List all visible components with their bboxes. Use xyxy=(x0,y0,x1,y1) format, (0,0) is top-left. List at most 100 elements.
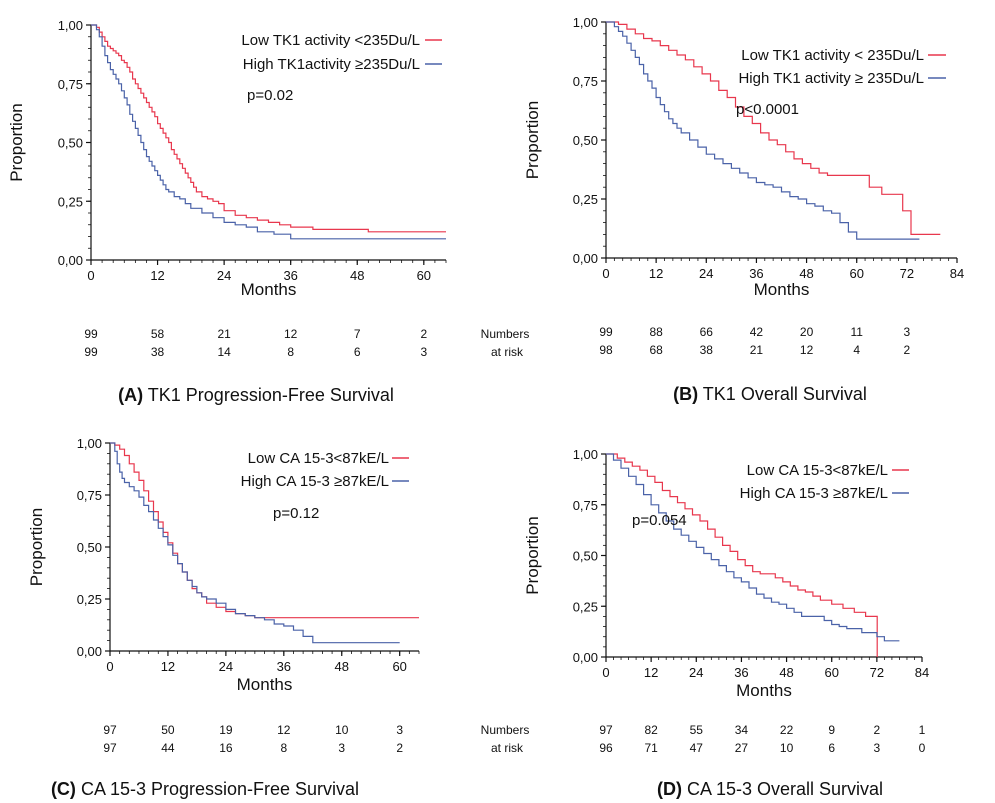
x-tick-label: 72 xyxy=(870,665,884,680)
risk-count-high: 96 xyxy=(599,741,613,755)
risk-count-low: 12 xyxy=(277,723,291,737)
y-tick-label: 0,75 xyxy=(573,74,598,89)
risk-count-low: 58 xyxy=(151,327,165,341)
risk-count-high: 97 xyxy=(103,741,117,755)
p-value: p=0.12 xyxy=(273,505,319,522)
risk-count-low: 2 xyxy=(420,327,427,341)
y-tick-label: 0,25 xyxy=(77,592,102,607)
survival-curve-low xyxy=(110,442,419,619)
survival-curve-high xyxy=(110,442,400,644)
x-tick-label: 36 xyxy=(734,665,748,680)
y-axis-title: Proportion xyxy=(7,103,26,181)
x-tick-label: 0 xyxy=(602,266,609,281)
x-tick-label: 60 xyxy=(417,268,431,283)
panel-letter: (D) xyxy=(657,779,682,799)
risk-count-low: 82 xyxy=(644,723,658,737)
legend-label-low: Low TK1 activity < 235Du/L xyxy=(741,47,924,64)
risk-count-low: 3 xyxy=(396,723,403,737)
risk-count-high: 3 xyxy=(874,741,881,755)
risk-count-low: 42 xyxy=(750,325,764,339)
risk-count-high: 99 xyxy=(84,345,98,359)
risk-count-low: 20 xyxy=(800,325,814,339)
y-tick-label: 0,25 xyxy=(58,194,83,209)
survival-curve-high xyxy=(606,453,900,642)
risk-count-high: 71 xyxy=(644,741,658,755)
x-tick-label: 60 xyxy=(392,659,406,674)
risk-count-high: 6 xyxy=(354,345,361,359)
x-tick-label: 48 xyxy=(799,266,813,281)
y-tick-label: 0,00 xyxy=(77,644,102,659)
legend-label-high: High CA 15-3 ≥87kE/L xyxy=(241,473,389,490)
panel-2: 0,000,250,500,751,000 12 24 36 48 60 72 84Propo… xyxy=(523,15,964,404)
x-axis-title: Months xyxy=(241,280,297,299)
legend-label-low: Low TK1 activity <235Du/L xyxy=(241,32,420,49)
risk-count-high: 0 xyxy=(919,741,926,755)
legend-label-high: High CA 15-3 ≥87kE/L xyxy=(740,485,888,502)
x-tick-label: 84 xyxy=(950,266,964,281)
x-tick-label: 36 xyxy=(283,268,297,283)
x-tick-label: 24 xyxy=(689,665,703,680)
survival-curve-high xyxy=(91,24,446,240)
risk-count-high: 3 xyxy=(338,741,345,755)
risk-count-high: 98 xyxy=(599,343,613,357)
panel-1: 0,000,250,500,751,000 12 24 36 48 60Proportio… xyxy=(7,18,529,405)
x-tick-label: 12 xyxy=(150,268,164,283)
panel-title: CA 15-3 Progression-Free Survival xyxy=(76,779,359,799)
y-tick-label: 1,00 xyxy=(573,447,598,462)
y-tick-label: 0,50 xyxy=(77,540,102,555)
risk-count-low: 11 xyxy=(850,325,863,339)
risk-count-low: 34 xyxy=(735,723,749,737)
panel-3: 0,00 0,25 0,50 0,75 1,00 0 12 24 36 48 60 Proportio… xyxy=(27,436,529,799)
risk-count-high: 16 xyxy=(219,741,233,755)
survival-curve-low xyxy=(606,21,941,235)
x-tick-label: 48 xyxy=(779,665,793,680)
x-tick-label: 0 xyxy=(106,659,113,674)
y-tick-label: 0,75 xyxy=(77,488,102,503)
panel-caption: (A) TK1 Progression-Free Survival xyxy=(118,385,394,405)
x-axis-title: Months xyxy=(237,675,293,694)
risk-count-low: 21 xyxy=(217,327,231,341)
x-tick-label: 24 xyxy=(699,266,713,281)
x-tick-label: 48 xyxy=(350,268,364,283)
survival-curve-high xyxy=(606,21,920,240)
y-axis-title: Proportion xyxy=(27,508,46,586)
y-axis-title: Proportion xyxy=(523,516,542,594)
risk-count-low: 19 xyxy=(219,723,233,737)
risk-count-low: 22 xyxy=(780,723,794,737)
risk-count-low: 9 xyxy=(828,723,835,737)
panel-4: 0,000,250,500,751,000 12 24 36 48 60 72 84Propo… xyxy=(523,447,929,799)
risk-count-low: 3 xyxy=(904,325,911,339)
p-value: p=0.02 xyxy=(247,87,293,104)
risk-count-high: 6 xyxy=(828,741,835,755)
risk-label-line1: Numbers xyxy=(481,723,530,737)
risk-count-low: 12 xyxy=(284,327,298,341)
risk-label-line2: at risk xyxy=(491,345,524,359)
risk-count-high: 68 xyxy=(649,343,663,357)
risk-count-high: 3 xyxy=(420,345,427,359)
x-tick-label: 36 xyxy=(749,266,763,281)
y-tick-label: 0,00 xyxy=(573,650,598,665)
risk-count-low: 2 xyxy=(874,723,881,737)
panel-letter: (A) xyxy=(118,385,143,405)
y-tick-label: 0,50 xyxy=(573,549,598,564)
panel-title: CA 15-3 Overall Survival xyxy=(682,779,883,799)
y-tick-label: 0,75 xyxy=(573,498,598,513)
risk-count-low: 97 xyxy=(103,723,117,737)
legend-label-high: High TK1 activity ≥ 235Du/L xyxy=(738,70,924,87)
x-axis-title: Months xyxy=(754,280,810,299)
panel-title: TK1 Overall Survival xyxy=(698,384,867,404)
risk-count-high: 10 xyxy=(780,741,794,755)
y-tick-label: 0,75 xyxy=(58,77,83,92)
risk-count-high: 8 xyxy=(287,345,294,359)
y-axis-title: Proportion xyxy=(523,101,542,179)
risk-count-low: 50 xyxy=(161,723,175,737)
x-tick-label: 0 xyxy=(87,268,94,283)
risk-label-line2: at risk xyxy=(491,741,524,755)
legend-label-high: High TK1activity ≥235Du/L xyxy=(243,56,420,73)
panel-title: TK1 Progression-Free Survival xyxy=(143,385,394,405)
x-tick-label: 72 xyxy=(900,266,914,281)
y-tick-label: 0,25 xyxy=(573,599,598,614)
x-tick-label: 12 xyxy=(644,665,658,680)
risk-label-line1: Numbers xyxy=(481,327,530,341)
